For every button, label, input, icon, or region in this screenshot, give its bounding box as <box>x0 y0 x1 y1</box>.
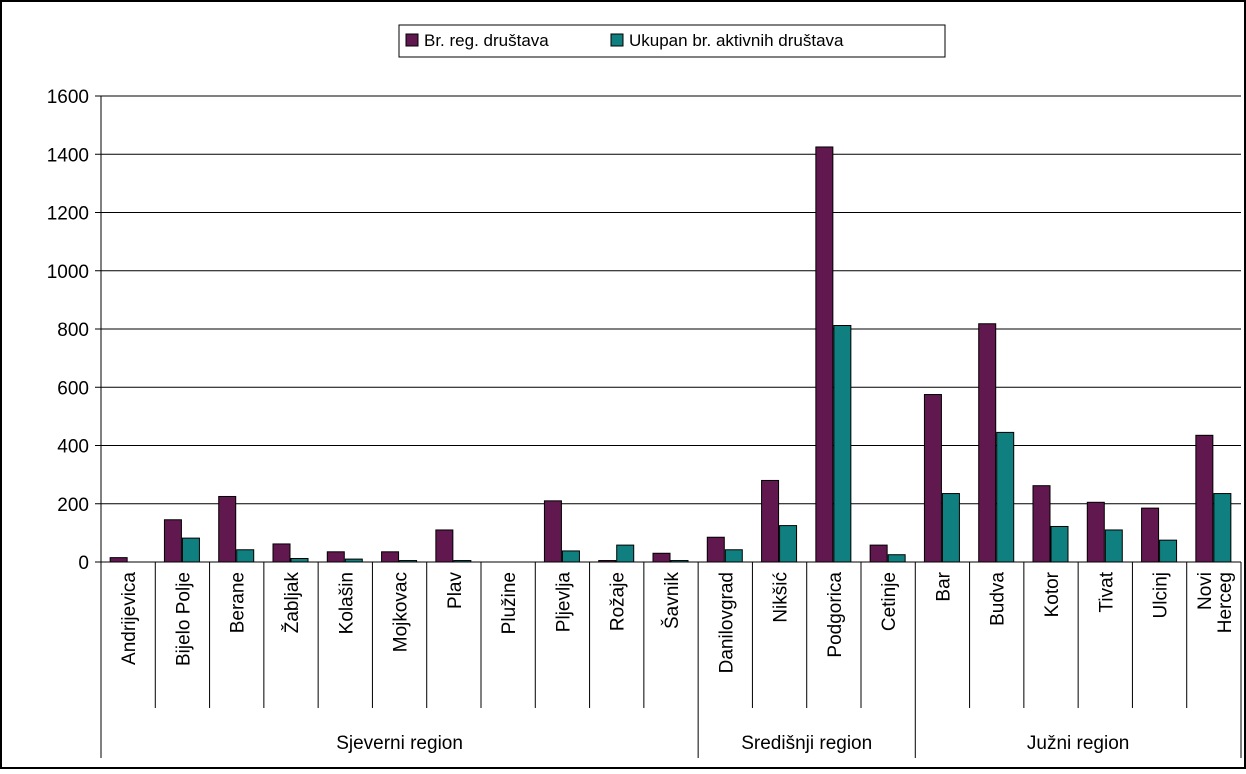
bar <box>543 500 562 563</box>
bar <box>833 325 852 563</box>
bar <box>923 394 942 563</box>
x-category-label: HercegNovi <box>1195 572 1236 633</box>
x-category-label: Pljevlja <box>553 572 574 633</box>
bar <box>1195 434 1214 563</box>
bar <box>272 543 291 563</box>
x-category-label: Kotor <box>1042 571 1063 617</box>
bar <box>869 544 888 563</box>
bar <box>706 536 725 563</box>
y-tick-label: 1400 <box>47 145 89 166</box>
bar <box>1050 525 1069 563</box>
bar <box>1159 539 1178 563</box>
gridlines <box>101 95 1241 505</box>
bar <box>724 549 743 563</box>
bar <box>181 537 200 563</box>
bar <box>236 549 255 563</box>
axes <box>95 95 1242 758</box>
x-category-label: Andrijevica <box>119 572 140 665</box>
x-category-label: Podgorica <box>825 572 846 658</box>
y-tick-label: 1600 <box>47 87 89 108</box>
bar <box>1086 501 1105 563</box>
legend-label-registered: Br. reg. društava <box>424 31 549 50</box>
x-category-label: Žabljak <box>281 572 303 634</box>
x-category-label: Rožaje <box>608 572 629 631</box>
bar <box>326 551 345 563</box>
y-tick-label: 200 <box>57 495 89 516</box>
y-tick-label: 600 <box>57 378 89 399</box>
x-category-label: Šavnik <box>661 572 683 630</box>
x-category-label: Danilovgrad <box>716 572 737 673</box>
bar <box>435 529 454 563</box>
legend-swatch-active <box>610 33 624 47</box>
bar <box>290 558 309 563</box>
bar <box>978 323 997 563</box>
bar <box>1213 493 1232 563</box>
x-category-label: Plužine <box>499 572 520 634</box>
x-category-label: Nikšić <box>771 572 792 623</box>
bar <box>1104 529 1123 563</box>
x-category-label: Cetinje <box>879 572 900 631</box>
bar <box>887 554 906 563</box>
bar <box>561 550 580 563</box>
x-category-label: Bijelo Polje <box>173 572 194 666</box>
x-category-label: Berane <box>228 572 249 633</box>
region-group-label: Južni region <box>1027 733 1129 754</box>
bar <box>779 525 798 563</box>
y-tick-labels: 0 200 400 600 800 1000 1200 1400 1600 <box>47 87 89 574</box>
bar <box>163 519 182 563</box>
region-group-label: Sjeverni region <box>336 733 463 754</box>
x-category-label: Budva <box>988 572 1009 626</box>
x-category-label: Kolašin <box>336 572 357 634</box>
bar <box>1032 485 1051 563</box>
legend-swatch-registered <box>405 33 419 47</box>
bar <box>815 146 834 563</box>
y-tick-label: 1200 <box>47 204 89 225</box>
bar <box>996 431 1015 563</box>
bar <box>381 551 400 563</box>
bar <box>761 479 780 563</box>
y-tick-label: 0 <box>78 553 89 574</box>
y-tick-label: 400 <box>57 437 89 458</box>
x-category-label: Tivat <box>1096 571 1117 612</box>
x-category-label: Plav <box>445 572 466 609</box>
bar <box>652 552 671 563</box>
x-category-label: Ulcinj <box>1151 572 1172 618</box>
legend: Br. reg. društava Ukupan br. aktivnih dr… <box>398 24 946 58</box>
y-tick-label: 800 <box>57 320 89 341</box>
legend-box <box>398 24 946 58</box>
x-category-labels: Andrijevica Bijelo Polje Berane Žabljak Kola… <box>119 571 1236 673</box>
region-group-label: Središnji region <box>741 733 872 754</box>
bar <box>1141 507 1160 563</box>
bar <box>109 557 128 563</box>
legend-label-active: Ukupan br. aktivnih društava <box>629 31 844 50</box>
bar <box>218 495 237 563</box>
y-tick-label: 1000 <box>47 262 89 283</box>
bar <box>941 493 960 563</box>
region-group-labels: Sjeverni region Središnji region Južni reg… <box>336 733 1129 754</box>
x-category-label: Bar <box>933 571 954 601</box>
bar <box>616 544 635 563</box>
x-category-label: Mojkovac <box>391 572 412 652</box>
